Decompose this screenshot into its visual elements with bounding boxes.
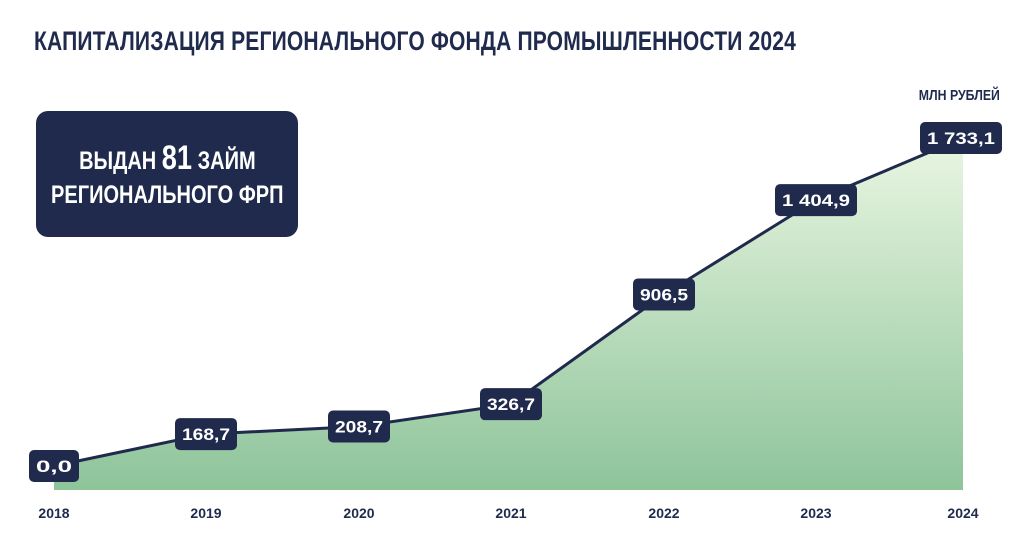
data-label-box bbox=[328, 410, 390, 443]
info-prefix: ВЫДАН bbox=[78, 147, 156, 176]
data-label-box bbox=[29, 450, 79, 482]
data-label-box bbox=[175, 418, 237, 451]
data-label-text: 1 404,9 bbox=[782, 191, 850, 210]
data-label-box bbox=[775, 184, 857, 217]
chart-title: КАПИТАЛИЗАЦИЯ РЕГИОНАЛЬНОГО ФОНДА ПРОМЫШ… bbox=[34, 26, 797, 56]
data-label-box bbox=[633, 278, 695, 311]
data-label-text: 0,0 bbox=[36, 457, 72, 476]
x-tick-label: 2023 bbox=[800, 505, 831, 521]
area-fill bbox=[54, 138, 963, 490]
data-label: 168,7 bbox=[175, 418, 237, 451]
x-tick-label: 2022 bbox=[648, 505, 679, 521]
x-tick-label: 2021 bbox=[495, 505, 526, 521]
data-label-box bbox=[920, 122, 1002, 154]
data-label-text: 906,5 bbox=[640, 285, 688, 304]
loans-info-box: ВЫДАН 81 ЗАЙМ РЕГИОНАЛЬНОГО ФРП bbox=[36, 111, 298, 237]
x-tick-label: 2019 bbox=[190, 505, 221, 521]
data-label-text: 168,7 bbox=[182, 425, 230, 444]
data-label: 0,0 bbox=[29, 450, 79, 482]
info-box-line1: ВЫДАН 81 ЗАЙМ bbox=[79, 137, 256, 180]
data-label-text: 326,7 bbox=[487, 395, 535, 414]
loans-count: 81 bbox=[161, 139, 192, 178]
x-tick-label: 2018 bbox=[38, 505, 69, 521]
data-label: 1 404,9 bbox=[775, 184, 857, 217]
data-label-text: 208,7 bbox=[335, 418, 383, 437]
data-label-text: 1 733,1 bbox=[927, 129, 995, 148]
info-suffix: ЗАЙМ bbox=[197, 147, 256, 176]
unit-label: МЛН РУБЛЕЙ bbox=[918, 87, 1000, 104]
data-label: 1 733,1 bbox=[920, 122, 1002, 154]
data-label: 326,7 bbox=[480, 388, 542, 421]
data-label: 208,7 bbox=[328, 410, 390, 443]
data-label: 906,5 bbox=[633, 278, 695, 311]
x-tick-label: 2024 bbox=[947, 505, 978, 521]
x-tick-label: 2020 bbox=[343, 505, 374, 521]
data-label-box bbox=[480, 388, 542, 421]
info-box-line2: РЕГИОНАЛЬНОГО ФРП bbox=[50, 180, 284, 209]
